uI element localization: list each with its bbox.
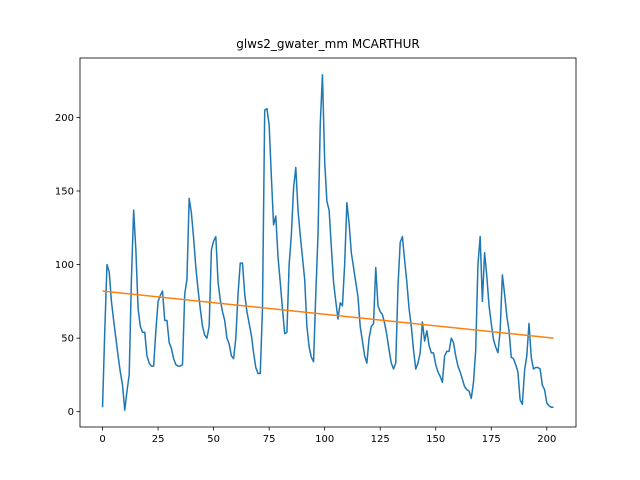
x-tick-label: 175 bbox=[482, 434, 501, 445]
chart-title: glws2_gwater_mm MCARTHUR bbox=[236, 37, 420, 51]
y-tick-label: 200 bbox=[55, 113, 74, 124]
x-tick-label: 125 bbox=[371, 434, 390, 445]
x-tick-label: 25 bbox=[152, 434, 165, 445]
x-tick-label: 150 bbox=[426, 434, 445, 445]
x-tick-label: 75 bbox=[263, 434, 276, 445]
x-tick-label: 200 bbox=[537, 434, 556, 445]
x-tick-label: 50 bbox=[207, 434, 220, 445]
x-tick-label: 100 bbox=[315, 434, 334, 445]
axes-frame bbox=[79, 57, 577, 428]
y-tick-label: 150 bbox=[55, 187, 74, 198]
data-line bbox=[101, 74, 554, 411]
data-line bbox=[102, 290, 554, 339]
x-tick-label: 0 bbox=[99, 434, 105, 445]
y-tick-label: 50 bbox=[61, 334, 74, 345]
y-tick-label: 100 bbox=[55, 260, 74, 271]
y-tick-label: 0 bbox=[68, 407, 74, 418]
